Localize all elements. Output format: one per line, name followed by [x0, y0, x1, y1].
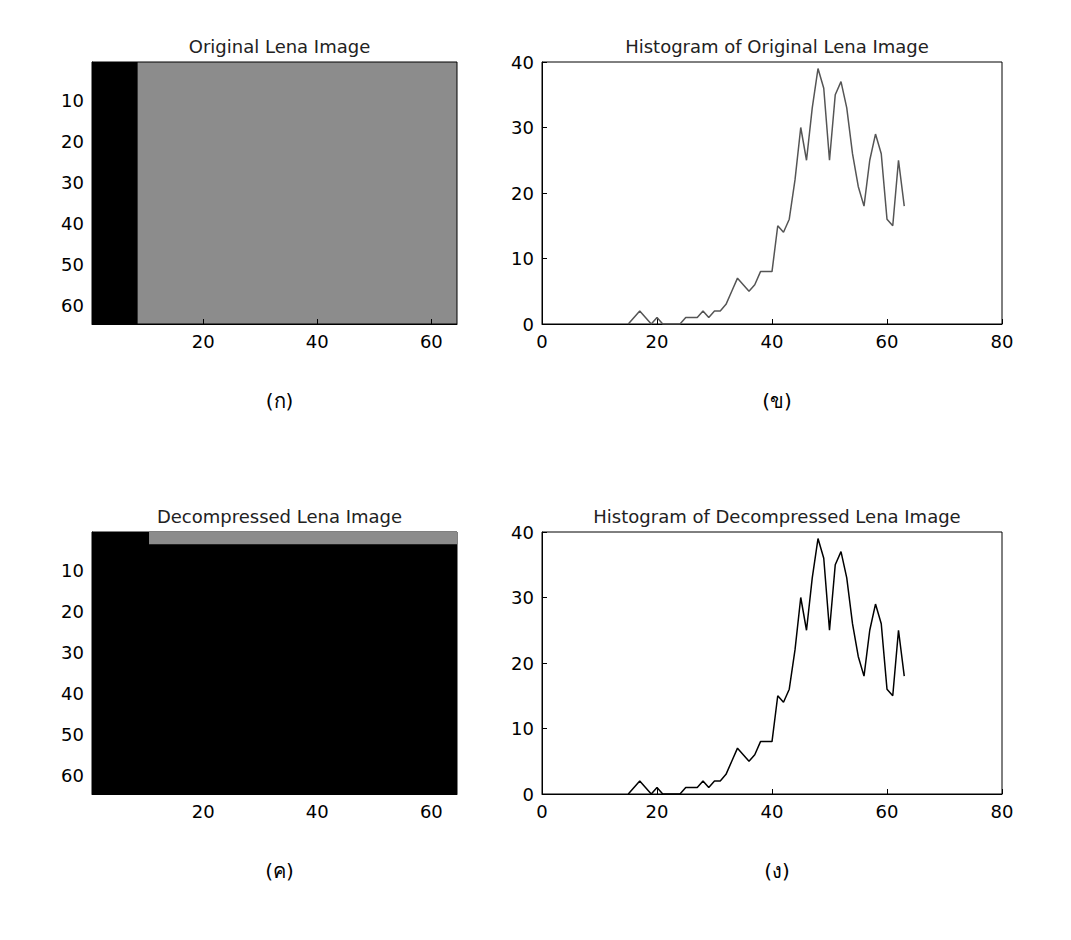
svg-text:0: 0 [536, 331, 547, 352]
svg-text:10: 10 [61, 560, 84, 581]
svg-text:40: 40 [306, 801, 329, 822]
svg-text:0: 0 [536, 801, 547, 822]
svg-text:60: 60 [876, 331, 899, 352]
svg-text:60: 60 [61, 295, 84, 316]
svg-text:20: 20 [192, 801, 215, 822]
svg-text:30: 30 [511, 587, 534, 608]
svg-text:(ก): (ก) [266, 389, 294, 413]
svg-text:40: 40 [761, 801, 784, 822]
svg-text:10: 10 [61, 90, 84, 111]
svg-text:(ข): (ข) [762, 389, 792, 413]
svg-text:40: 40 [306, 331, 329, 352]
svg-text:40: 40 [61, 213, 84, 234]
svg-text:(ง): (ง) [764, 859, 790, 883]
svg-text:40: 40 [61, 683, 84, 704]
svg-text:0: 0 [523, 314, 534, 335]
svg-text:20: 20 [511, 183, 534, 204]
svg-text:20: 20 [61, 131, 84, 152]
svg-text:50: 50 [61, 724, 84, 745]
svg-text:Histogram of Decompressed Lena: Histogram of Decompressed Lena Image [593, 506, 960, 527]
svg-text:20: 20 [511, 653, 534, 674]
svg-text:Original Lena Image: Original Lena Image [189, 36, 370, 57]
svg-text:Histogram of Original Lena Ima: Histogram of Original Lena Image [625, 36, 929, 57]
svg-text:60: 60 [876, 801, 899, 822]
svg-text:30: 30 [61, 642, 84, 663]
svg-text:20: 20 [646, 801, 669, 822]
svg-text:10: 10 [511, 248, 534, 269]
svg-text:10: 10 [511, 718, 534, 739]
svg-text:40: 40 [761, 331, 784, 352]
svg-text:80: 80 [991, 801, 1014, 822]
svg-text:50: 50 [61, 254, 84, 275]
svg-text:20: 20 [646, 331, 669, 352]
svg-text:20: 20 [61, 601, 84, 622]
svg-text:40: 40 [511, 522, 534, 543]
svg-text:30: 30 [61, 172, 84, 193]
svg-text:Decompressed Lena Image: Decompressed Lena Image [157, 506, 402, 527]
svg-text:0: 0 [523, 784, 534, 805]
svg-text:40: 40 [511, 52, 534, 73]
svg-text:80: 80 [991, 331, 1014, 352]
svg-text:30: 30 [511, 117, 534, 138]
svg-text:60: 60 [61, 765, 84, 786]
svg-text:60: 60 [420, 801, 443, 822]
svg-text:20: 20 [192, 331, 215, 352]
svg-text:(ค): (ค) [265, 859, 294, 883]
svg-text:60: 60 [420, 331, 443, 352]
